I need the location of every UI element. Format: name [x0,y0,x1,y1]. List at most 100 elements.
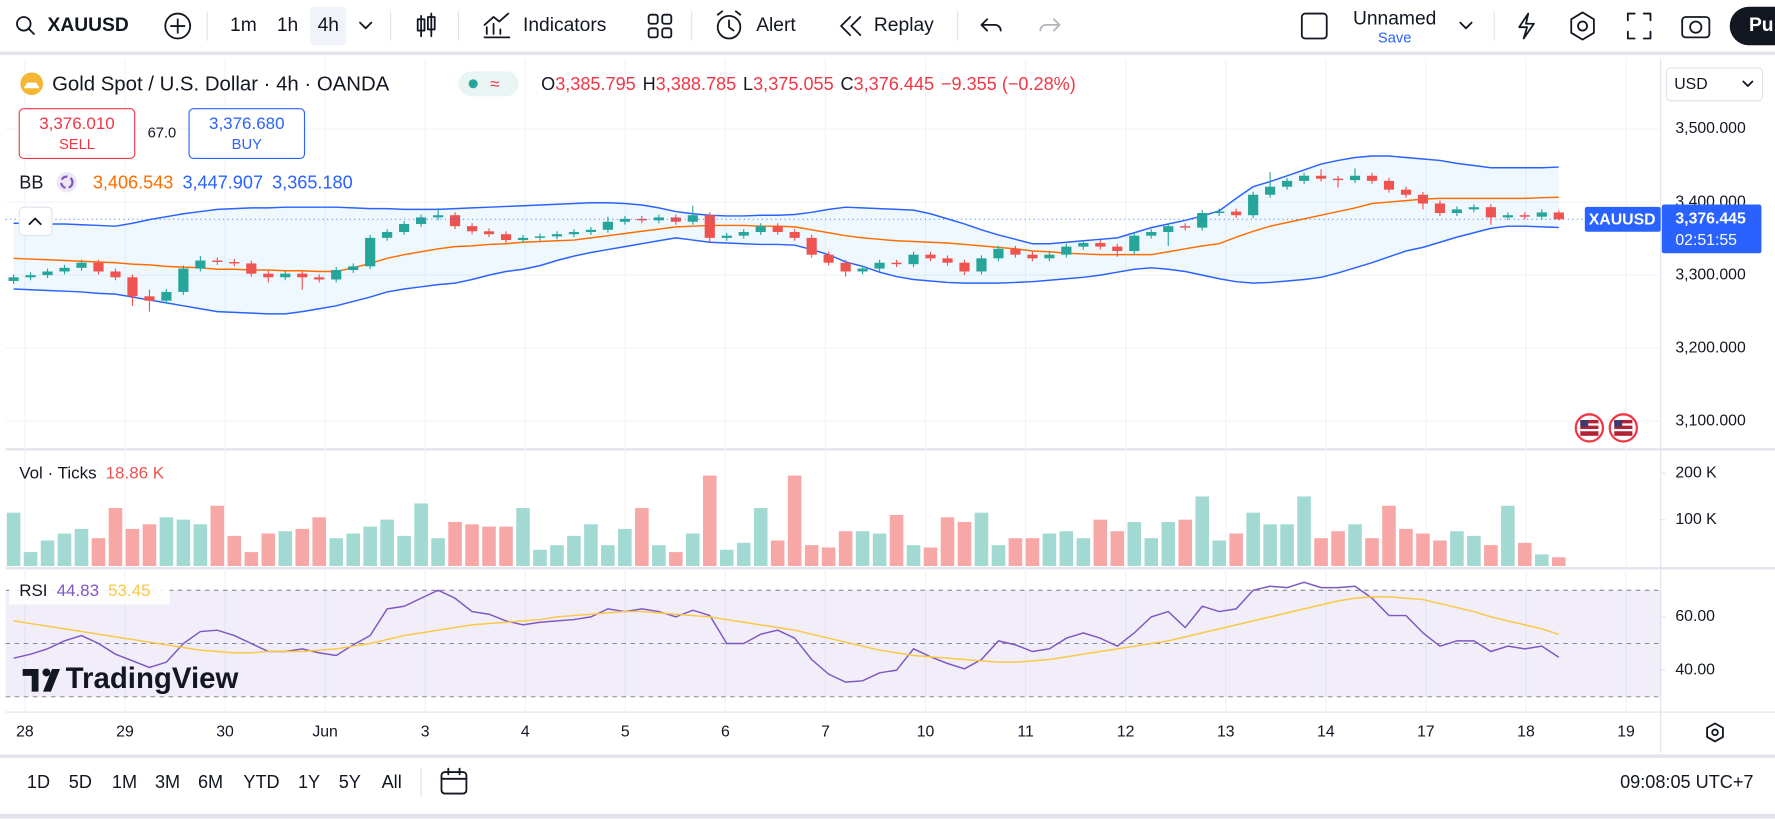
quick-search-icon[interactable] [1518,12,1535,40]
indicator-icon[interactable] [56,172,77,193]
alert-icon[interactable] [716,14,742,40]
price-tag-bg [1661,204,1762,254]
candle-body [551,234,563,237]
templates-icon [647,27,659,39]
settings-icon[interactable] [1570,11,1595,41]
buy-button[interactable] [188,108,306,160]
undo-icon[interactable] [980,18,1002,32]
x-tick-label: 6 [721,724,730,741]
alert-button[interactable]: Alert [756,15,796,36]
range-button[interactable]: 1M [112,772,137,792]
market-status[interactable] [458,71,519,97]
save-label[interactable]: Save [1378,30,1412,46]
sell-price[interactable]: 3,376.010 [39,114,115,133]
interval[interactable]: 4h [318,15,339,36]
templates-icon[interactable] [647,13,659,25]
volume-bar [1416,533,1430,567]
currency-select[interactable] [1665,67,1764,102]
volume-bar [1467,535,1481,567]
symbol[interactable]: XAUUSD [48,15,129,36]
redo-icon[interactable] [1039,18,1061,32]
range-button[interactable]: All [382,772,402,792]
watermark: TradingView [22,662,239,695]
rsi-value: 44.83 [57,582,99,601]
volume-bar [74,528,89,567]
snapshot-icon[interactable] [1681,16,1711,39]
volume-bar [736,542,751,567]
candle-body [8,277,19,281]
candle-body [263,273,274,278]
chevron[interactable] [359,21,373,30]
volume-bar [1042,533,1057,567]
candle-body [534,236,546,238]
publish-button[interactable] [1729,6,1775,46]
symbol-title[interactable]: Gold Spot / U.S. Dollar · 4h · OANDA [52,73,390,95]
compare-icon[interactable] [164,12,192,40]
volume-title[interactable]: Vol · Ticks [19,464,96,483]
fullscreen-icon[interactable] [1626,12,1652,40]
calendar-icon[interactable] [440,771,468,795]
indicator-name[interactable]: BB [19,172,43,192]
bb-upper [13,155,1559,245]
range-button[interactable]: 1D [27,772,50,792]
indicators-button[interactable]: Indicators [523,15,606,36]
range-button[interactable]: 5D [69,772,92,792]
volume-bar [821,547,836,567]
interval[interactable]: 1m [230,15,257,36]
candle-body [432,215,444,218]
layout-name[interactable]: Unnamed [1353,8,1436,29]
volume-bar [1161,521,1176,567]
replay-icon[interactable] [840,16,862,36]
candle-body [1095,242,1106,247]
buy-price[interactable]: 3,376.680 [209,114,284,133]
sell-label[interactable]: SELL [59,137,95,153]
interval[interactable]: 1h [277,15,298,36]
layout-icon[interactable] [1300,12,1328,40]
event-flag [1614,419,1623,427]
range-button[interactable]: 1Y [298,772,320,792]
indicators-icon[interactable] [483,12,511,39]
volume-bar [906,545,921,567]
sell-button[interactable] [18,108,136,160]
volume-bar [482,526,496,567]
volume-bar [1263,524,1277,567]
candle-body [161,291,172,301]
candle-body [738,232,749,236]
range-button[interactable]: 3M [155,772,180,792]
range-button[interactable]: YTD [243,772,279,792]
replay-button[interactable]: Replay [874,15,934,36]
chevron[interactable] [1459,21,1473,30]
rsi-ma-value: 53.45 [108,582,150,601]
collapse-button[interactable] [18,206,53,237]
volume-bar [346,533,360,567]
search-icon[interactable] [16,16,32,32]
volume-bar [40,540,55,567]
candle-body [1553,212,1564,220]
buy-label[interactable]: BUY [232,137,262,153]
candle-body [806,237,817,255]
volume-bar [1229,533,1243,567]
candle-body [1129,235,1140,252]
x-tick-label: 29 [116,724,134,741]
volume-bar [1518,542,1532,567]
currency[interactable]: USD [1674,76,1707,93]
axes: 28 29 30 Jun 3 4 5 6 7 10 11 12 13 14 17 18 19 3,100.000 3… [16,120,1746,740]
volume-bar [380,519,394,567]
volume-bar [1297,496,1311,567]
candle-body [687,215,698,222]
candle-body [314,277,325,280]
axis-settings-icon [1711,728,1719,737]
rsi-title[interactable]: RSI [19,582,47,601]
indicator-legend: BB [19,172,43,192]
market-open-dot [468,79,478,89]
candle-body [619,218,630,222]
range-button[interactable]: 6M [198,772,223,792]
bb-lower [13,225,1559,315]
publish-label[interactable]: Pu [1749,15,1774,36]
clock[interactable]: 09:08:05 UTC+7 [1620,772,1753,792]
axis-settings-icon[interactable] [1706,722,1724,743]
range-button[interactable]: 5Y [339,772,361,792]
settings-icon [1577,20,1588,32]
candle-body [891,262,902,265]
volume-bar [465,524,479,567]
